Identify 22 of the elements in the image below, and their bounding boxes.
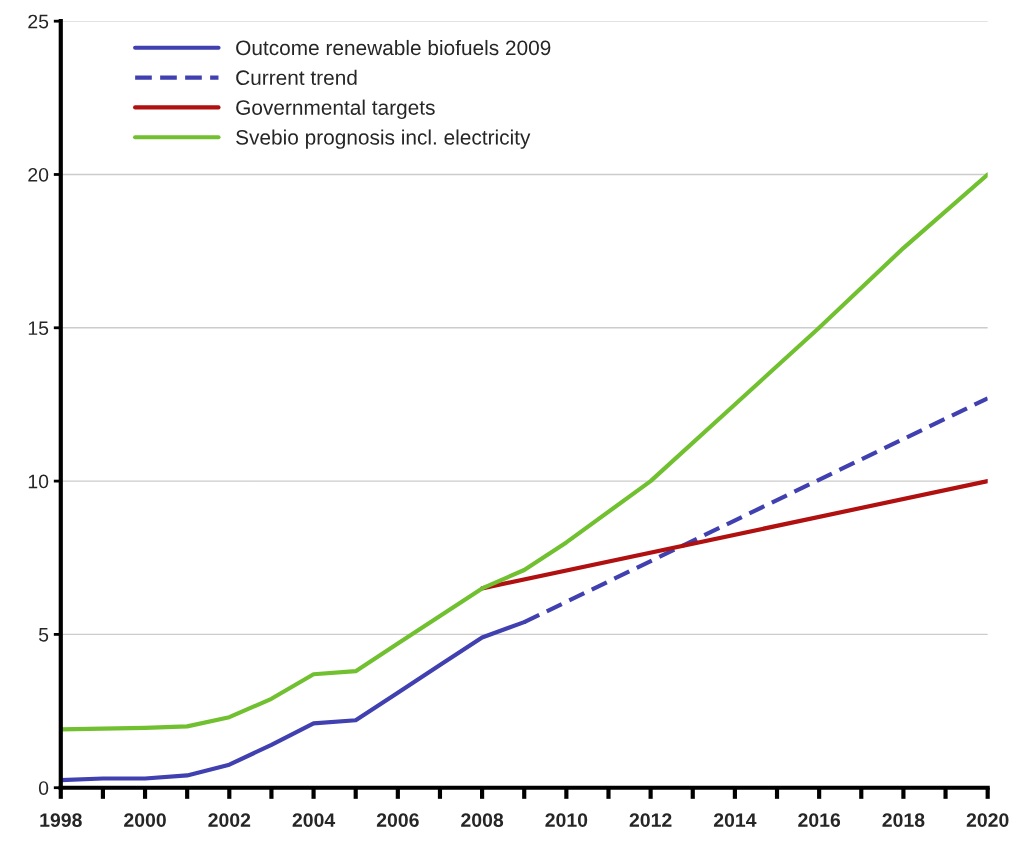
x-tick-label: 2006 (376, 813, 419, 827)
x-tick-label: 2004 (292, 813, 336, 827)
y-tick-label: 25 (28, 14, 49, 29)
x-tick-label: 1998 (40, 813, 82, 827)
legend-label: Governmental targets (236, 99, 435, 120)
x-tick-label: 2000 (124, 813, 166, 827)
x-tick-label: 2008 (461, 813, 504, 827)
x-tick-label: 2014 (713, 813, 757, 827)
x-tick-label: 2016 (798, 813, 841, 827)
y-tick-label: 0 (38, 781, 49, 795)
y-tick-label: 10 (28, 474, 49, 489)
legend-label: Current trend (236, 69, 357, 86)
x-tick-label: 2018 (882, 813, 925, 827)
y-tick-label: 5 (38, 628, 49, 642)
y-tick-label: 20 (28, 167, 49, 182)
x-tick-label: 2012 (629, 813, 672, 827)
y-tick-label: 15 (28, 321, 49, 336)
legend-label: Svebio prognosis incl. electricity (236, 129, 531, 149)
x-tick-label: 2020 (966, 813, 1009, 827)
legend-label: Outcome renewable biofuels 2009 (236, 39, 551, 56)
x-tick-label: 2010 (545, 813, 588, 827)
x-tick-label: 2002 (208, 813, 251, 827)
